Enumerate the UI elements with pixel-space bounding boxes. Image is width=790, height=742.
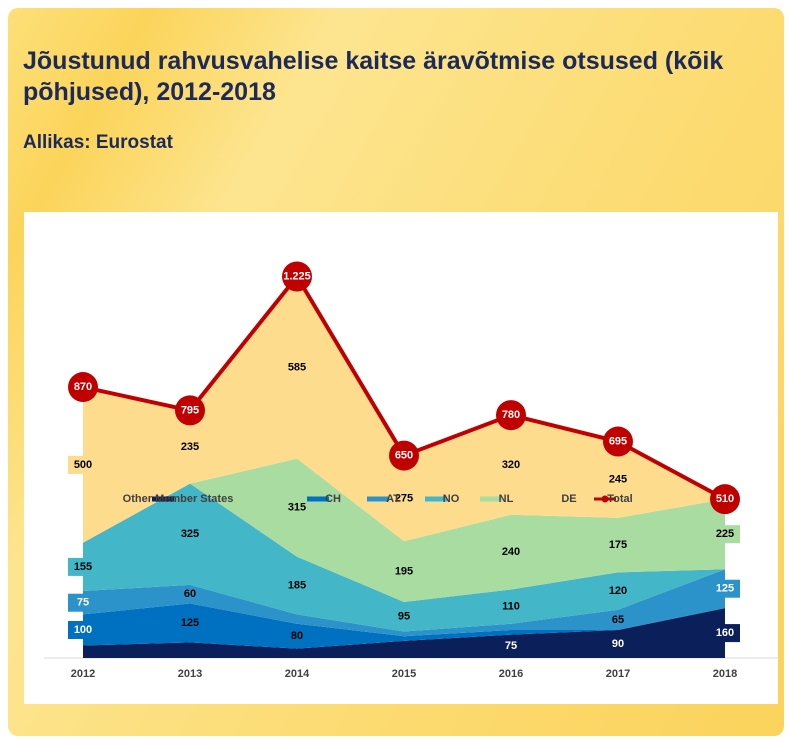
value-label: 175 <box>609 539 627 551</box>
legend-item: DE <box>543 493 577 505</box>
value-label-bg <box>68 620 98 639</box>
value-label-bg <box>710 624 740 643</box>
value-label: 125 <box>716 583 734 595</box>
value-label: 100 <box>74 624 92 636</box>
x-tick-label: 2015 <box>392 668 416 680</box>
value-label: 75 <box>505 640 517 652</box>
legend-item: NO <box>425 493 460 505</box>
value-label: 225 <box>716 528 734 540</box>
value-label: 160 <box>716 627 734 639</box>
value-label-bg <box>710 579 740 598</box>
value-label: 185 <box>288 579 306 591</box>
value-label: 90 <box>612 638 624 650</box>
total-label: 870 <box>74 381 92 393</box>
x-tick-label: 2014 <box>285 668 310 680</box>
value-label: 585 <box>288 361 306 373</box>
value-label: 120 <box>609 585 627 597</box>
legend-label: DE <box>561 493 576 505</box>
total-point <box>68 372 98 403</box>
value-label: 235 <box>181 441 199 453</box>
value-label: 110 <box>502 601 520 613</box>
total-point <box>496 400 526 431</box>
x-tick-label: 2018 <box>713 668 737 680</box>
value-label: 195 <box>395 565 413 577</box>
value-label: 240 <box>502 546 520 558</box>
value-label: 60 <box>184 588 196 600</box>
total-point <box>710 484 740 515</box>
value-label: 320 <box>502 459 520 471</box>
total-point <box>175 395 205 426</box>
x-tick-label: 2012 <box>71 668 95 680</box>
source: Allikas: Eurostat <box>23 132 173 153</box>
total-point <box>282 261 312 292</box>
value-label: 80 <box>291 630 303 642</box>
total-point <box>603 426 633 457</box>
legend-label: Total <box>607 493 632 505</box>
legend-item: CH <box>307 493 341 505</box>
total-point <box>389 440 419 471</box>
value-label: 275 <box>395 492 413 504</box>
legend-label: NO <box>443 493 460 505</box>
x-tick-label: 2013 <box>178 668 202 680</box>
value-label: 75 <box>77 597 89 609</box>
value-label-bg <box>68 455 98 474</box>
total-label: 780 <box>502 409 520 421</box>
area <box>83 276 725 543</box>
legend-label: AT <box>386 493 400 505</box>
chart-panel: 75 90 160 100 125 80 75 60 65 125 155 325 185 95 110 12… <box>24 212 778 704</box>
total-label: 650 <box>395 449 413 461</box>
total-label: 1.225 <box>283 270 311 282</box>
total-label: 510 <box>716 493 734 505</box>
total-label: 795 <box>181 404 199 416</box>
legend-label: Other Member States <box>123 493 234 505</box>
value-label: 245 <box>609 474 627 486</box>
value-label-bg <box>68 557 98 576</box>
chart: 75 90 160 100 125 80 75 60 65 125 155 325 185 95 110 12… <box>44 261 778 680</box>
value-label: 325 <box>181 528 199 540</box>
legend-label: CH <box>325 493 341 505</box>
value-label-bg <box>68 593 98 612</box>
value-label: 155 <box>74 561 92 573</box>
legend-item: Total <box>594 493 633 505</box>
area <box>83 603 725 649</box>
card: Jõustunud rahvusvahelise kaitse äravõtmi… <box>8 8 784 736</box>
legend-label: NL <box>499 493 514 505</box>
x-tick-label: 2016 <box>499 668 523 680</box>
area <box>83 569 725 637</box>
value-label: 125 <box>181 617 199 629</box>
value-label: 65 <box>612 614 624 626</box>
chart-title: Jõustunud rahvusvahelise kaitse äravõtmi… <box>23 47 724 106</box>
area <box>83 458 725 602</box>
total-label: 695 <box>609 435 627 447</box>
legend-item: NL <box>480 493 514 505</box>
value-label-bg <box>710 525 740 544</box>
legend-item: AT <box>367 493 400 505</box>
legend-item: Other Member States <box>123 493 234 505</box>
legend-marker <box>601 495 609 503</box>
value-label: 500 <box>74 459 92 471</box>
x-tick-label: 2017 <box>606 668 630 680</box>
area <box>83 483 725 632</box>
value-label: 95 <box>398 611 410 623</box>
value-label: 315 <box>288 502 306 514</box>
